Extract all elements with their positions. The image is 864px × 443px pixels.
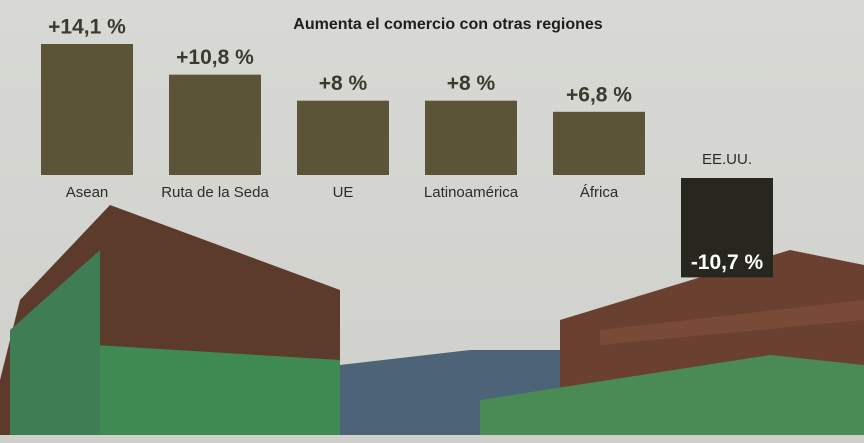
bar — [41, 44, 133, 175]
value-label: +8 % — [447, 72, 496, 95]
x-tick-label: Latinoamérica — [424, 184, 519, 201]
bar — [681, 178, 773, 278]
chart-title: Aumenta el comercio con otras regiones — [293, 16, 603, 33]
x-tick-label: Ruta de la Seda — [161, 184, 269, 201]
bar — [553, 111, 645, 175]
bar — [169, 74, 261, 175]
bar — [297, 100, 389, 175]
x-tick-label: EE.UU. — [702, 151, 752, 168]
value-label: +8 % — [319, 72, 368, 95]
x-tick-label: Asean — [66, 184, 109, 201]
value-label: +10,8 % — [176, 46, 254, 69]
container-photo — [0, 205, 864, 435]
x-tick-label: África — [580, 184, 619, 201]
value-label: +14,1 % — [48, 16, 126, 39]
x-tick-label: UE — [333, 184, 354, 201]
value-label: +6,8 % — [566, 83, 632, 106]
value-label: -10,7 % — [691, 251, 764, 274]
bar — [425, 100, 517, 175]
